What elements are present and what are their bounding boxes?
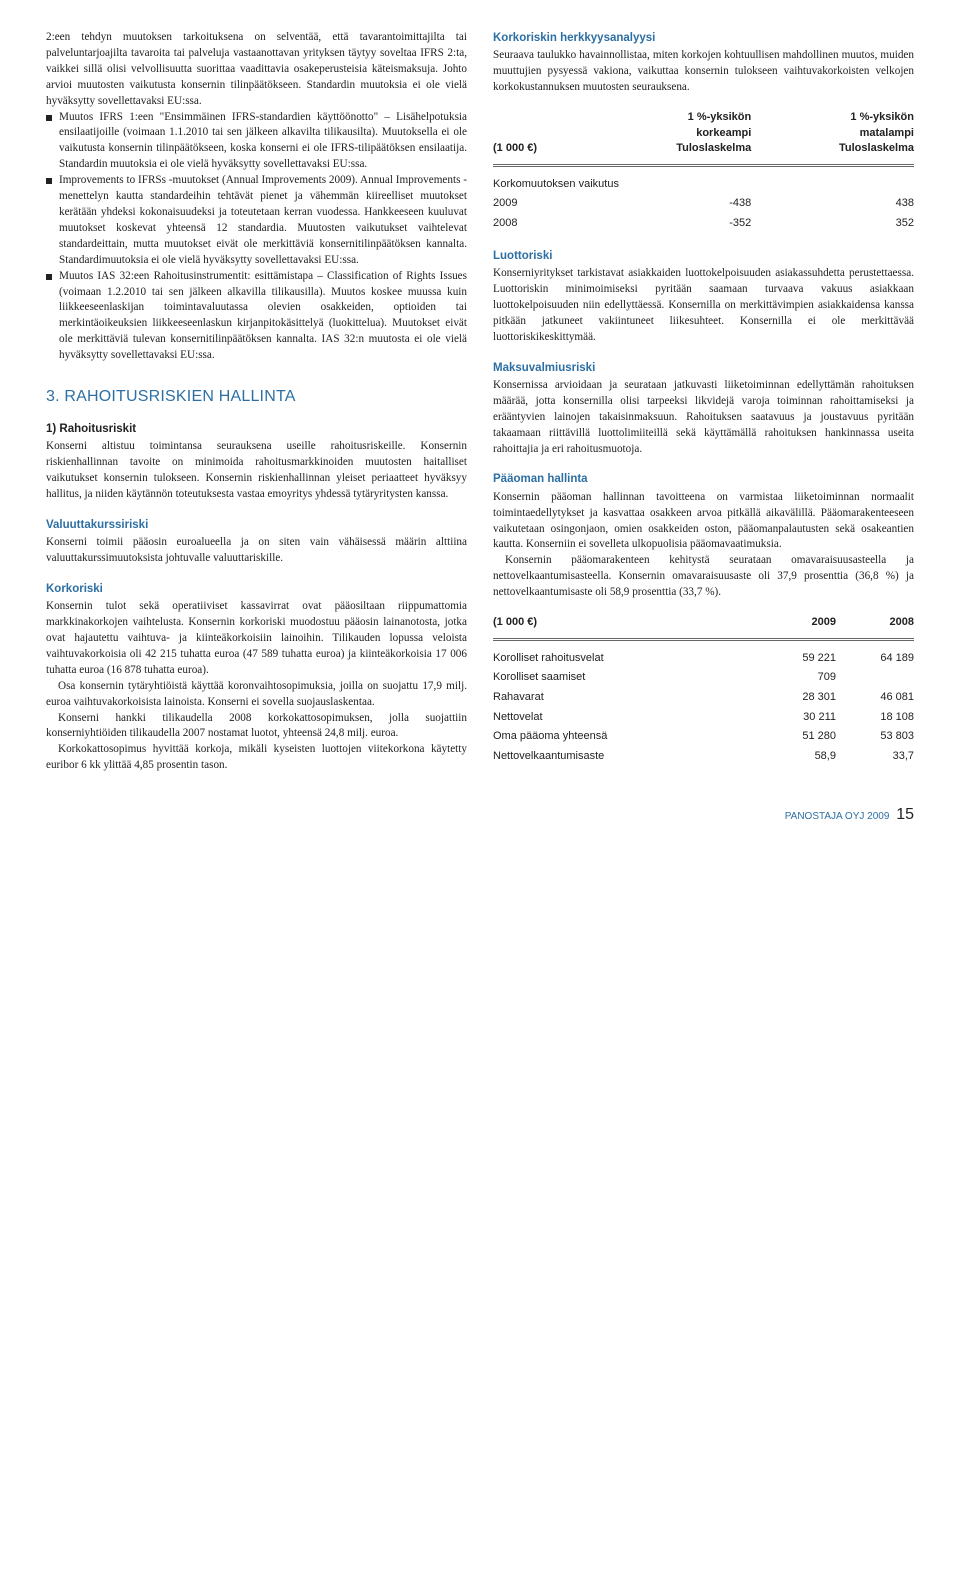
col-label: (1 000 €) — [493, 142, 537, 154]
cell: Nettovelat — [493, 708, 758, 728]
bullet-item: Improvements to IFRSs -muutokset (Annual… — [46, 173, 467, 268]
cell: 64 189 — [836, 649, 914, 669]
table-divider — [493, 164, 914, 167]
square-bullet-icon — [46, 274, 52, 280]
cell: 33,7 — [836, 747, 914, 767]
body-paragraph: Konsernin tulot sekä operatiiviset kassa… — [46, 599, 467, 679]
body-paragraph: Konserni hankki tilikaudella 2008 korkok… — [46, 711, 467, 743]
bullet-item: Muutos IFRS 1:een "Ensimmäinen IFRS-stan… — [46, 110, 467, 174]
table-row: Korolliset saamiset 709 — [493, 668, 914, 688]
body-paragraph: Konserni altistuu toimintansa seurauksen… — [46, 439, 467, 503]
table-divider — [493, 638, 914, 641]
subheading-blue: Korkoriskin herkkyysanalyysi — [493, 30, 914, 46]
col-label: 1 %-yksikön — [751, 110, 914, 126]
subheading: 1) Rahoitusriskit — [46, 421, 467, 437]
table-row: Nettovelat 30 211 18 108 — [493, 708, 914, 728]
table-row: 2009 -438 438 — [493, 194, 914, 214]
page-footer: PANOSTAJA OYJ 2009 15 — [46, 804, 914, 827]
table-row: Oma pääoma yhteensä 51 280 53 803 — [493, 727, 914, 747]
cell: 28 301 — [758, 688, 836, 708]
cell: Rahavarat — [493, 688, 758, 708]
table-row: Nettovelkaantumisaste 58,9 33,7 — [493, 747, 914, 767]
col-label: (1 000 €) — [493, 613, 758, 633]
cell: 2008 — [493, 214, 589, 234]
subheading-blue: Valuuttakurssiriski — [46, 517, 467, 533]
cell — [836, 668, 914, 688]
cell: 51 280 — [758, 727, 836, 747]
cell: 18 108 — [836, 708, 914, 728]
table-header-row: (1 000 €) 1 %-yksikön korkeampi Tuloslas… — [493, 108, 914, 159]
table-row: Korolliset rahoitusvelat 59 221 64 189 — [493, 649, 914, 669]
body-paragraph: Konsernin pääomarakenteen kehitystä seur… — [493, 553, 914, 601]
intro-paragraph: 2:een tehdyn muutoksen tarkoituksena on … — [46, 30, 467, 110]
cell: 58,9 — [758, 747, 836, 767]
body-paragraph: Korkokattosopimus hyvittää korkoja, mikä… — [46, 742, 467, 774]
sensitivity-table: (1 000 €) 1 %-yksikön korkeampi Tuloslas… — [493, 108, 914, 234]
col-label: 2009 — [758, 613, 836, 633]
cell: 438 — [751, 194, 914, 214]
section-heading: 3. RAHOITUSRISKIEN HALLINTA — [46, 386, 467, 409]
left-column: 2:een tehdyn muutoksen tarkoituksena on … — [46, 30, 467, 774]
bullet-text: Muutos IAS 32:een Rahoitusinstrumentit: … — [59, 269, 467, 364]
cell: 352 — [751, 214, 914, 234]
right-column: Korkoriskin herkkyysanalyysi Seuraava ta… — [493, 30, 914, 774]
cell: Korolliset rahoitusvelat — [493, 649, 758, 669]
col-label: korkeampi — [589, 126, 752, 142]
cell: 2009 — [493, 194, 589, 214]
page-number: 15 — [896, 806, 914, 823]
subheading-blue: Maksuvalmiusriski — [493, 360, 914, 376]
table-header-row: (1 000 €) 2009 2008 — [493, 613, 914, 633]
table-row: Rahavarat 28 301 46 081 — [493, 688, 914, 708]
subheading-blue: Pääoman hallinta — [493, 471, 914, 487]
col-label: Tuloslaskelma — [589, 141, 752, 157]
cell: 59 221 — [758, 649, 836, 669]
square-bullet-icon — [46, 178, 52, 184]
cell: 53 803 — [836, 727, 914, 747]
cell: 46 081 — [836, 688, 914, 708]
cell: Oma pääoma yhteensä — [493, 727, 758, 747]
bullet-item: Muutos IAS 32:een Rahoitusinstrumentit: … — [46, 269, 467, 364]
body-paragraph: Osa konsernin tytäryhtiöistä käyttää kor… — [46, 679, 467, 711]
square-bullet-icon — [46, 115, 52, 121]
col-label: 1 %-yksikön — [589, 110, 752, 126]
body-paragraph: Konserniyritykset tarkistavat asiakkaide… — [493, 266, 914, 346]
bullet-text: Muutos IFRS 1:een "Ensimmäinen IFRS-stan… — [59, 110, 467, 174]
body-paragraph: Seuraava taulukko havainnollistaa, miten… — [493, 48, 914, 96]
body-paragraph: Konserni toimii pääosin euroalueella ja … — [46, 535, 467, 567]
row-heading: Korkomuutoksen vaikutus — [493, 175, 914, 195]
table-row: 2008 -352 352 — [493, 214, 914, 234]
body-paragraph: Konsernin pääoman hallinnan tavoitteena … — [493, 490, 914, 554]
body-paragraph: Konsernissa arvioidaan ja seurataan jatk… — [493, 378, 914, 458]
cell: -352 — [589, 214, 752, 234]
table-row: Korkomuutoksen vaikutus — [493, 175, 914, 195]
col-label: matalampi — [751, 126, 914, 142]
bullet-text: Improvements to IFRSs -muutokset (Annual… — [59, 173, 467, 268]
subheading-blue: Luottoriski — [493, 248, 914, 264]
cell: 709 — [758, 668, 836, 688]
footer-brand: PANOSTAJA OYJ 2009 — [785, 811, 890, 822]
cell: -438 — [589, 194, 752, 214]
capital-table: (1 000 €) 2009 2008 Korolliset rahoitusv… — [493, 613, 914, 766]
cell: 30 211 — [758, 708, 836, 728]
subheading-blue: Korkoriski — [46, 581, 467, 597]
cell: Korolliset saamiset — [493, 668, 758, 688]
cell: Nettovelkaantumisaste — [493, 747, 758, 767]
two-column-layout: 2:een tehdyn muutoksen tarkoituksena on … — [46, 30, 914, 774]
col-label: 2008 — [836, 613, 914, 633]
col-label: Tuloslaskelma — [751, 141, 914, 157]
